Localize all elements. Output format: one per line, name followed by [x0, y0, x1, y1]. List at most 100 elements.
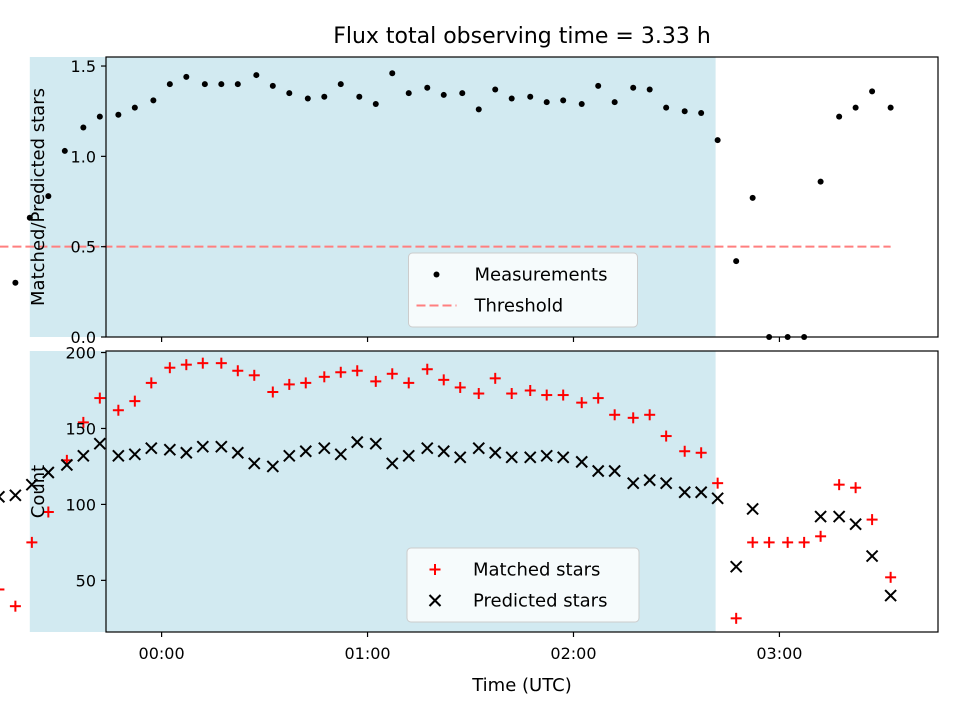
- data-point: [61, 147, 68, 154]
- data-point: [730, 612, 742, 624]
- data-point: [403, 377, 415, 389]
- data-point: [643, 473, 656, 487]
- data-point: [749, 194, 756, 201]
- data-point: [12, 279, 19, 286]
- data-point: [489, 372, 501, 384]
- data-point: [180, 359, 192, 371]
- series-measurements: [12, 70, 894, 340]
- data-point: [747, 536, 759, 548]
- data-point: [505, 451, 518, 464]
- bottom-panel-counts: 5010015020023:0000:0001:0002:0003:00Coun…: [0, 344, 939, 663]
- data-point: [627, 476, 640, 490]
- data-point: [865, 549, 879, 563]
- data-point: [836, 113, 843, 120]
- data-point: [817, 178, 824, 185]
- data-point: [746, 502, 759, 516]
- data-point: [93, 437, 107, 450]
- data-point: [232, 365, 244, 377]
- data-point: [508, 95, 515, 102]
- data-point: [646, 86, 653, 93]
- data-point: [850, 482, 862, 494]
- data-point: [729, 560, 743, 573]
- x-tick-label: 03:00: [756, 644, 802, 663]
- data-point: [644, 409, 656, 421]
- data-point: [131, 104, 138, 111]
- x-axis-label: Time (UTC): [471, 675, 572, 696]
- data-point: [592, 392, 604, 404]
- data-point: [679, 445, 691, 457]
- data-point: [112, 449, 125, 463]
- data-point: [25, 478, 39, 491]
- data-point: [196, 440, 209, 453]
- data-point: [26, 214, 33, 221]
- data-point: [472, 442, 485, 455]
- data-point: [0, 490, 6, 504]
- data-point: [405, 90, 412, 97]
- y-tick-label: 100: [65, 495, 96, 514]
- legend-item: Threshold: [416, 296, 564, 317]
- data-point: [386, 457, 399, 470]
- data-point: [370, 375, 382, 387]
- data-point: [714, 137, 721, 144]
- data-point: [627, 412, 639, 424]
- top-panel-ratio: 0.0 0.5 1.0 1.5 Matched/Predicted stars Measu…: [0, 56, 939, 347]
- data-point: [269, 82, 276, 89]
- data-point: [437, 445, 450, 458]
- data-point: [299, 445, 312, 458]
- data-point: [351, 435, 364, 449]
- data-point: [833, 479, 845, 491]
- data-point: [492, 86, 499, 93]
- data-point: [866, 514, 878, 526]
- legend-label: Threshold: [474, 296, 564, 317]
- data-point: [698, 110, 705, 116]
- data-point: [351, 365, 363, 377]
- data-point: [389, 70, 396, 77]
- data-point: [128, 448, 142, 461]
- data-point: [129, 395, 141, 407]
- data-point: [489, 446, 502, 459]
- data-point: [26, 536, 38, 548]
- series-matched-stars: [0, 357, 897, 624]
- data-point: [248, 457, 261, 470]
- x-tick-label: 01:00: [344, 644, 390, 663]
- data-point: [356, 93, 363, 100]
- data-point: [815, 530, 827, 542]
- data-point: [557, 389, 569, 401]
- y-axis-label: Count: [28, 465, 49, 518]
- chart-title: Flux total observing time = 3.33 h: [333, 24, 711, 49]
- data-point: [869, 88, 876, 95]
- data-point: [150, 97, 157, 104]
- data-point: [9, 489, 22, 502]
- y-tick-label: 0.0: [71, 328, 96, 347]
- data-point: [112, 404, 124, 416]
- y-tick-label: 1.5: [71, 57, 96, 76]
- data-point: [77, 449, 90, 463]
- data-point: [0, 588, 5, 591]
- data-point: [473, 388, 485, 400]
- data-point: [852, 104, 859, 111]
- data-point: [524, 451, 537, 464]
- data-point: [197, 357, 209, 369]
- data-point: [733, 258, 740, 265]
- data-point: [321, 93, 328, 100]
- legend-item: Predicted stars: [428, 591, 607, 612]
- data-point: [541, 389, 553, 401]
- data-point: [681, 108, 688, 115]
- data-point: [814, 510, 827, 523]
- legend-marker: [429, 564, 441, 575]
- data-point: [576, 397, 588, 409]
- data-point: [663, 104, 670, 111]
- data-point: [96, 113, 103, 120]
- data-point: [180, 446, 193, 459]
- y-tick-label: 50: [76, 571, 96, 590]
- data-point: [678, 486, 691, 499]
- data-point: [887, 104, 894, 111]
- data-point: [267, 386, 279, 398]
- data-point: [145, 377, 157, 389]
- legend-label: Predicted stars: [473, 591, 607, 612]
- data-point: [711, 492, 724, 505]
- legend-label: Matched stars: [473, 560, 600, 581]
- data-point: [164, 362, 176, 374]
- data-point: [372, 100, 379, 107]
